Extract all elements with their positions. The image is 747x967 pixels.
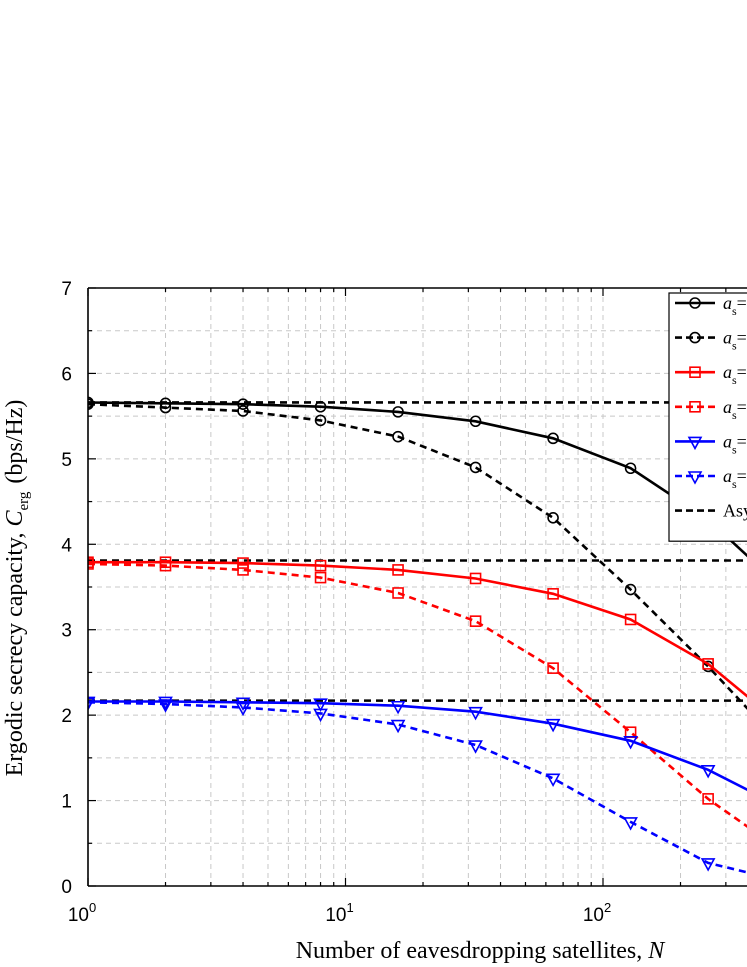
tick-labels: 0 1 2 3 4 5 6 7 100 101 102 — [61, 279, 611, 926]
data-point — [547, 511, 559, 524]
data-point — [689, 297, 701, 309]
legend-item: as= — [675, 397, 747, 422]
data-point — [700, 765, 716, 779]
data-point — [702, 658, 714, 670]
data-point — [313, 708, 328, 723]
data-point — [624, 583, 637, 596]
data-point — [390, 700, 406, 715]
legend-label: as= — [723, 293, 747, 318]
data-point — [469, 461, 482, 474]
data-point — [314, 559, 327, 572]
series-2 — [88, 398, 747, 710]
y-tick-label: 3 — [61, 621, 72, 642]
legend-item: as= — [675, 466, 747, 491]
data-point — [547, 662, 559, 674]
data-point — [469, 572, 482, 585]
series-line — [88, 560, 747, 698]
series-line — [88, 402, 747, 710]
data-point — [545, 718, 561, 733]
y-axis-title: Ergodic secrecy capacity, Cerg(bps/Hz) — [2, 400, 32, 777]
legend-label: as= — [723, 466, 747, 491]
data-point — [237, 557, 249, 569]
y-tick-label: 7 — [61, 279, 72, 300]
data-point — [545, 773, 561, 788]
data-point — [468, 740, 483, 754]
data-point — [687, 471, 703, 485]
series-line — [88, 700, 747, 791]
data-point — [547, 588, 559, 600]
data-point — [624, 462, 637, 475]
data-point — [469, 615, 482, 627]
y-tick-label: 2 — [61, 706, 72, 727]
y-tick-label: 4 — [61, 535, 72, 556]
axes — [87, 287, 747, 887]
data-point — [689, 331, 701, 344]
legend: as= as= as= as= as= as= Asy — [668, 292, 747, 542]
data-point — [314, 571, 327, 584]
data-point — [313, 698, 328, 712]
grid-lines — [88, 288, 747, 886]
data-point — [392, 430, 404, 443]
data-point — [392, 587, 404, 599]
data-point — [158, 699, 173, 713]
data-point — [623, 817, 638, 831]
legend-label: as= — [723, 328, 747, 353]
legend-label: Asy — [723, 501, 747, 521]
y-tick-label: 5 — [61, 450, 72, 471]
data-point — [689, 366, 701, 379]
data-point — [88, 558, 94, 570]
legend-label: as= — [723, 397, 747, 422]
y-tick-label: 6 — [61, 364, 72, 385]
data-point — [469, 415, 482, 428]
series-line — [88, 562, 747, 828]
data-point — [689, 400, 701, 413]
y-tick-label: 1 — [61, 792, 72, 813]
legend-item: as= — [675, 362, 747, 387]
data-point — [235, 702, 251, 717]
legend-box — [668, 292, 747, 542]
series-line — [88, 701, 747, 874]
y-tick-label: 0 — [61, 877, 72, 898]
legend-item: as= — [675, 293, 747, 318]
x-tick-label: 101 — [325, 900, 353, 926]
data-point — [392, 564, 404, 576]
data-point — [624, 613, 637, 626]
asymptote-lines — [88, 401, 747, 702]
data-point — [159, 559, 172, 572]
series-group — [88, 396, 747, 874]
data-point — [468, 706, 483, 721]
data-point — [237, 405, 249, 417]
data-point — [314, 400, 327, 413]
data-point — [623, 735, 638, 750]
legend-label: as= — [723, 431, 747, 456]
series-6 — [88, 697, 747, 874]
legend-item: as= — [675, 328, 747, 353]
legend-item: Asy — [675, 501, 747, 521]
data-point — [159, 401, 172, 414]
data-point — [687, 436, 703, 451]
legend-item: as= — [675, 431, 747, 456]
legend-label: as= — [723, 362, 747, 387]
x-tick-label: 102 — [583, 900, 611, 926]
x-axis-title: Number of eavesdropping satellites, N — [296, 938, 667, 964]
x-tick-label: 100 — [68, 900, 96, 926]
series-4 — [88, 558, 747, 828]
data-point — [390, 719, 406, 734]
data-point — [547, 432, 559, 445]
data-point — [237, 564, 249, 576]
data-point — [392, 406, 404, 418]
data-point — [88, 697, 96, 711]
series-1 — [88, 396, 747, 558]
data-point — [702, 793, 714, 805]
data-point — [237, 398, 249, 410]
data-point — [314, 414, 327, 427]
data-point — [700, 858, 716, 872]
data-point — [88, 398, 94, 410]
